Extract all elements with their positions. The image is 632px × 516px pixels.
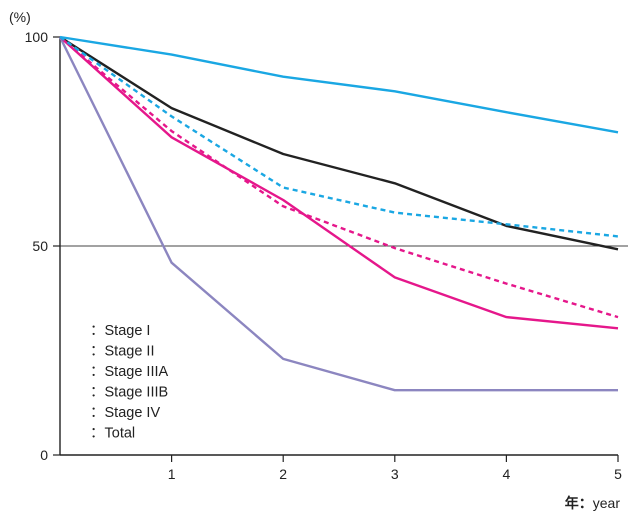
x-axis-label-unit: year (593, 495, 621, 511)
x-tick-label: 4 (503, 466, 511, 482)
x-axis-label-bold: 年： (565, 495, 593, 511)
y-tick-label: 50 (32, 238, 48, 254)
x-ticks: 1 2 3 4 5 (168, 455, 622, 482)
series-line-stage-ii (59, 36, 619, 238)
legend-entry: ：Stage II (90, 344, 154, 360)
series-line-stage-iv (58, 36, 618, 392)
legend: ：Stage I ：Stage II ：Stage IIIA ：Stage IIIB ：… (90, 323, 169, 442)
legend-entry: ：Stage I (90, 323, 150, 339)
legend-entry: ：Total (90, 426, 135, 442)
series-lines (58, 35, 619, 392)
x-tick-label: 5 (614, 466, 622, 482)
series-line-stage-iiia (59, 36, 619, 330)
x-tick-label: 3 (391, 466, 399, 482)
legend-entry: ：Stage IV (90, 405, 160, 421)
series-line-total (59, 35, 619, 251)
y-tick-label: 100 (25, 29, 49, 45)
x-tick-label: 1 (168, 466, 176, 482)
x-axis-label: 年：year (565, 495, 621, 511)
x-tick-label: 2 (279, 466, 287, 482)
legend-entry: ：Stage IIIA (90, 364, 169, 380)
y-ticks: 0 50 100 (25, 29, 60, 463)
y-tick-label: 0 (40, 447, 48, 463)
series-line-stage-iiib (59, 36, 619, 319)
y-axis-unit-label: (%) (9, 9, 31, 25)
series-line-stage-i (59, 35, 619, 134)
legend-entry: ：Stage IIIB (90, 385, 168, 401)
